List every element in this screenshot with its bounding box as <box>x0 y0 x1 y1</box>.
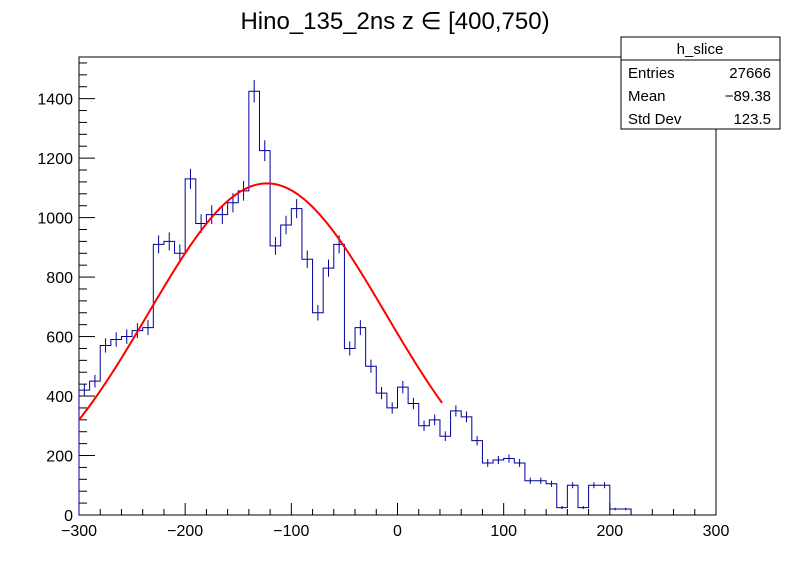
x-tick-label: −300 <box>61 523 97 540</box>
y-tick-label: 800 <box>46 270 73 287</box>
axis-ticks <box>78 62 717 516</box>
stats-entries-value: 27666 <box>729 65 771 82</box>
y-tick-label: 1200 <box>37 151 73 168</box>
y-tick-label: 1400 <box>37 92 73 109</box>
y-tick-label: 0 <box>64 508 73 525</box>
y-tick-labels: 0 200 400 600 800 1000 1200 1400 <box>37 92 73 525</box>
stats-box-border <box>620 36 781 130</box>
x-tick-labels: −300 −200 −100 0 100 200 300 <box>61 523 729 540</box>
chart-title: Hino_135_2ns z ∈ [400,750) <box>240 8 549 35</box>
stats-mean-label: Mean <box>628 88 666 105</box>
stats-mean-value: −89.38 <box>725 88 771 105</box>
stats-entries-label: Entries <box>628 65 675 82</box>
fit-curve-group <box>78 182 443 421</box>
stats-stddev-label: Std Dev <box>628 111 682 128</box>
x-tick-label: 200 <box>596 523 623 540</box>
x-tick-label: 300 <box>703 523 730 540</box>
stats-box-title: h_slice <box>677 41 724 58</box>
error-bars <box>83 79 627 511</box>
gaussian-fit-curve <box>78 182 443 421</box>
plot-area-border <box>78 56 717 516</box>
y-tick-label: 200 <box>46 449 73 466</box>
stats-stddev-value: 123.5 <box>733 111 771 128</box>
y-tick-label: 600 <box>46 330 73 347</box>
stats-box: h_slice Entries 27666 Mean −89.38 Std De… <box>620 36 781 130</box>
y-tick-label: 1000 <box>37 211 73 228</box>
x-tick-label: −200 <box>167 523 203 540</box>
x-tick-label: 100 <box>490 523 517 540</box>
plot-frame <box>78 56 717 516</box>
x-tick-label: −100 <box>273 523 309 540</box>
histogram-outline <box>78 90 632 515</box>
x-tick-label: 0 <box>393 523 402 540</box>
histogram-series <box>78 90 632 515</box>
y-tick-label: 400 <box>46 389 73 406</box>
